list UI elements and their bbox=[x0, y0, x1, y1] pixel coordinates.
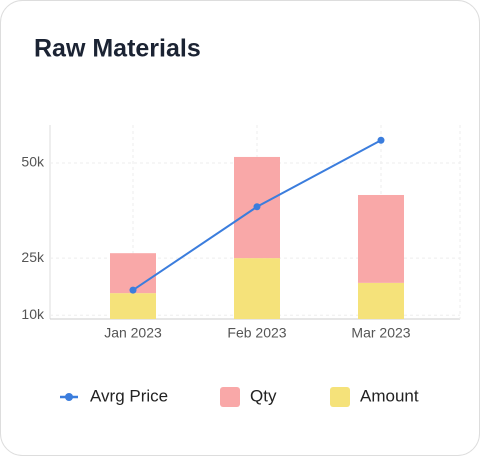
bar bbox=[110, 293, 156, 319]
bar bbox=[358, 194, 404, 283]
x-tick-label: Mar 2023 bbox=[351, 325, 410, 341]
bar bbox=[234, 258, 280, 319]
x-tick-label: Feb 2023 bbox=[227, 325, 286, 341]
legend-swatch bbox=[220, 387, 240, 407]
line-point bbox=[377, 136, 385, 144]
legend-label: Qty bbox=[250, 386, 277, 405]
bar bbox=[110, 253, 156, 294]
x-tick-label: Jan 2023 bbox=[104, 325, 162, 341]
line-point bbox=[129, 286, 137, 294]
line-point bbox=[253, 203, 261, 211]
bar bbox=[358, 282, 404, 319]
y-tick-label: 25k bbox=[21, 249, 45, 265]
chart-title: Raw Materials bbox=[34, 35, 201, 63]
legend-label: Amount bbox=[360, 386, 419, 405]
legend-dot bbox=[65, 393, 73, 401]
y-tick-label: 50k bbox=[21, 154, 45, 170]
legend-label: Avrg Price bbox=[90, 386, 168, 405]
y-tick-label: 10k bbox=[21, 306, 45, 322]
legend-swatch bbox=[330, 387, 350, 407]
